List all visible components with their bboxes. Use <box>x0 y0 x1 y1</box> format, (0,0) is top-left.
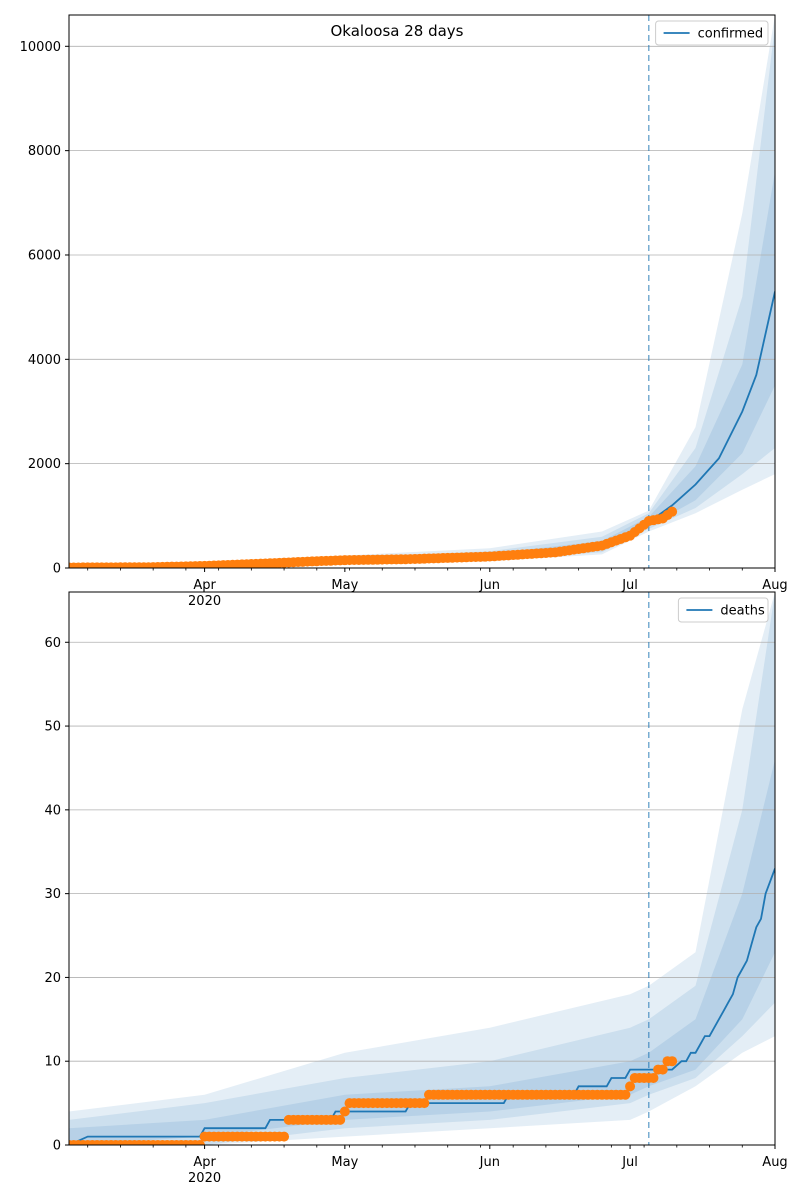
legend-box <box>655 20 769 46</box>
x-tick-year-label: 2020 <box>188 1171 221 1186</box>
observed-point <box>339 1106 350 1117</box>
observed-point <box>667 506 678 517</box>
observed-point <box>279 1131 290 1142</box>
legend-label: deaths <box>720 604 765 619</box>
legend-label: confirmed <box>698 27 764 42</box>
x-tick-label: Aug <box>762 1155 787 1170</box>
y-tick-label: 30 <box>44 887 61 902</box>
y-tick-label: 6000 <box>28 248 61 263</box>
y-tick-label: 20 <box>44 971 61 986</box>
x-tick-label: Jul <box>621 1155 638 1170</box>
x-tick-label: Jun <box>479 578 500 593</box>
observed-point <box>657 1064 668 1075</box>
plot-area <box>69 15 775 568</box>
y-tick-label: 0 <box>53 1139 61 1154</box>
y-tick-label: 0 <box>53 562 61 577</box>
plot-area <box>69 592 775 1145</box>
y-tick-label: 10 <box>44 1055 61 1070</box>
axes-frame <box>68 14 776 569</box>
observed-point <box>625 1081 636 1092</box>
x-tick-label: Apr <box>193 1155 216 1170</box>
figure-title: Okaloosa 28 days <box>331 22 464 40</box>
x-tick-year-label: 2020 <box>188 594 221 609</box>
uncertainty-band-3 <box>69 592 775 1145</box>
y-tick-label: 10000 <box>20 40 61 55</box>
observed-point <box>194 1140 205 1145</box>
y-tick-label: 50 <box>44 720 61 735</box>
x-tick-label: May <box>331 1155 358 1170</box>
x-tick-label: Jun <box>479 1155 500 1170</box>
x-tick-label: Aug <box>762 578 787 593</box>
observed-point <box>620 1089 631 1100</box>
observed-point <box>648 1072 659 1083</box>
observed-point <box>335 1114 346 1125</box>
observed-point <box>419 1098 430 1109</box>
observed-point <box>667 1056 678 1067</box>
y-tick-label: 4000 <box>28 353 61 368</box>
axes-frame <box>68 591 776 1146</box>
y-tick-label: 40 <box>44 803 61 818</box>
y-tick-label: 2000 <box>28 457 61 472</box>
x-tick-label: Jul <box>621 578 638 593</box>
y-tick-label: 60 <box>44 636 61 651</box>
x-tick-label: May <box>331 578 358 593</box>
y-tick-label: 8000 <box>28 144 61 159</box>
legend-box <box>677 597 769 623</box>
x-tick-label: Apr <box>193 578 216 593</box>
